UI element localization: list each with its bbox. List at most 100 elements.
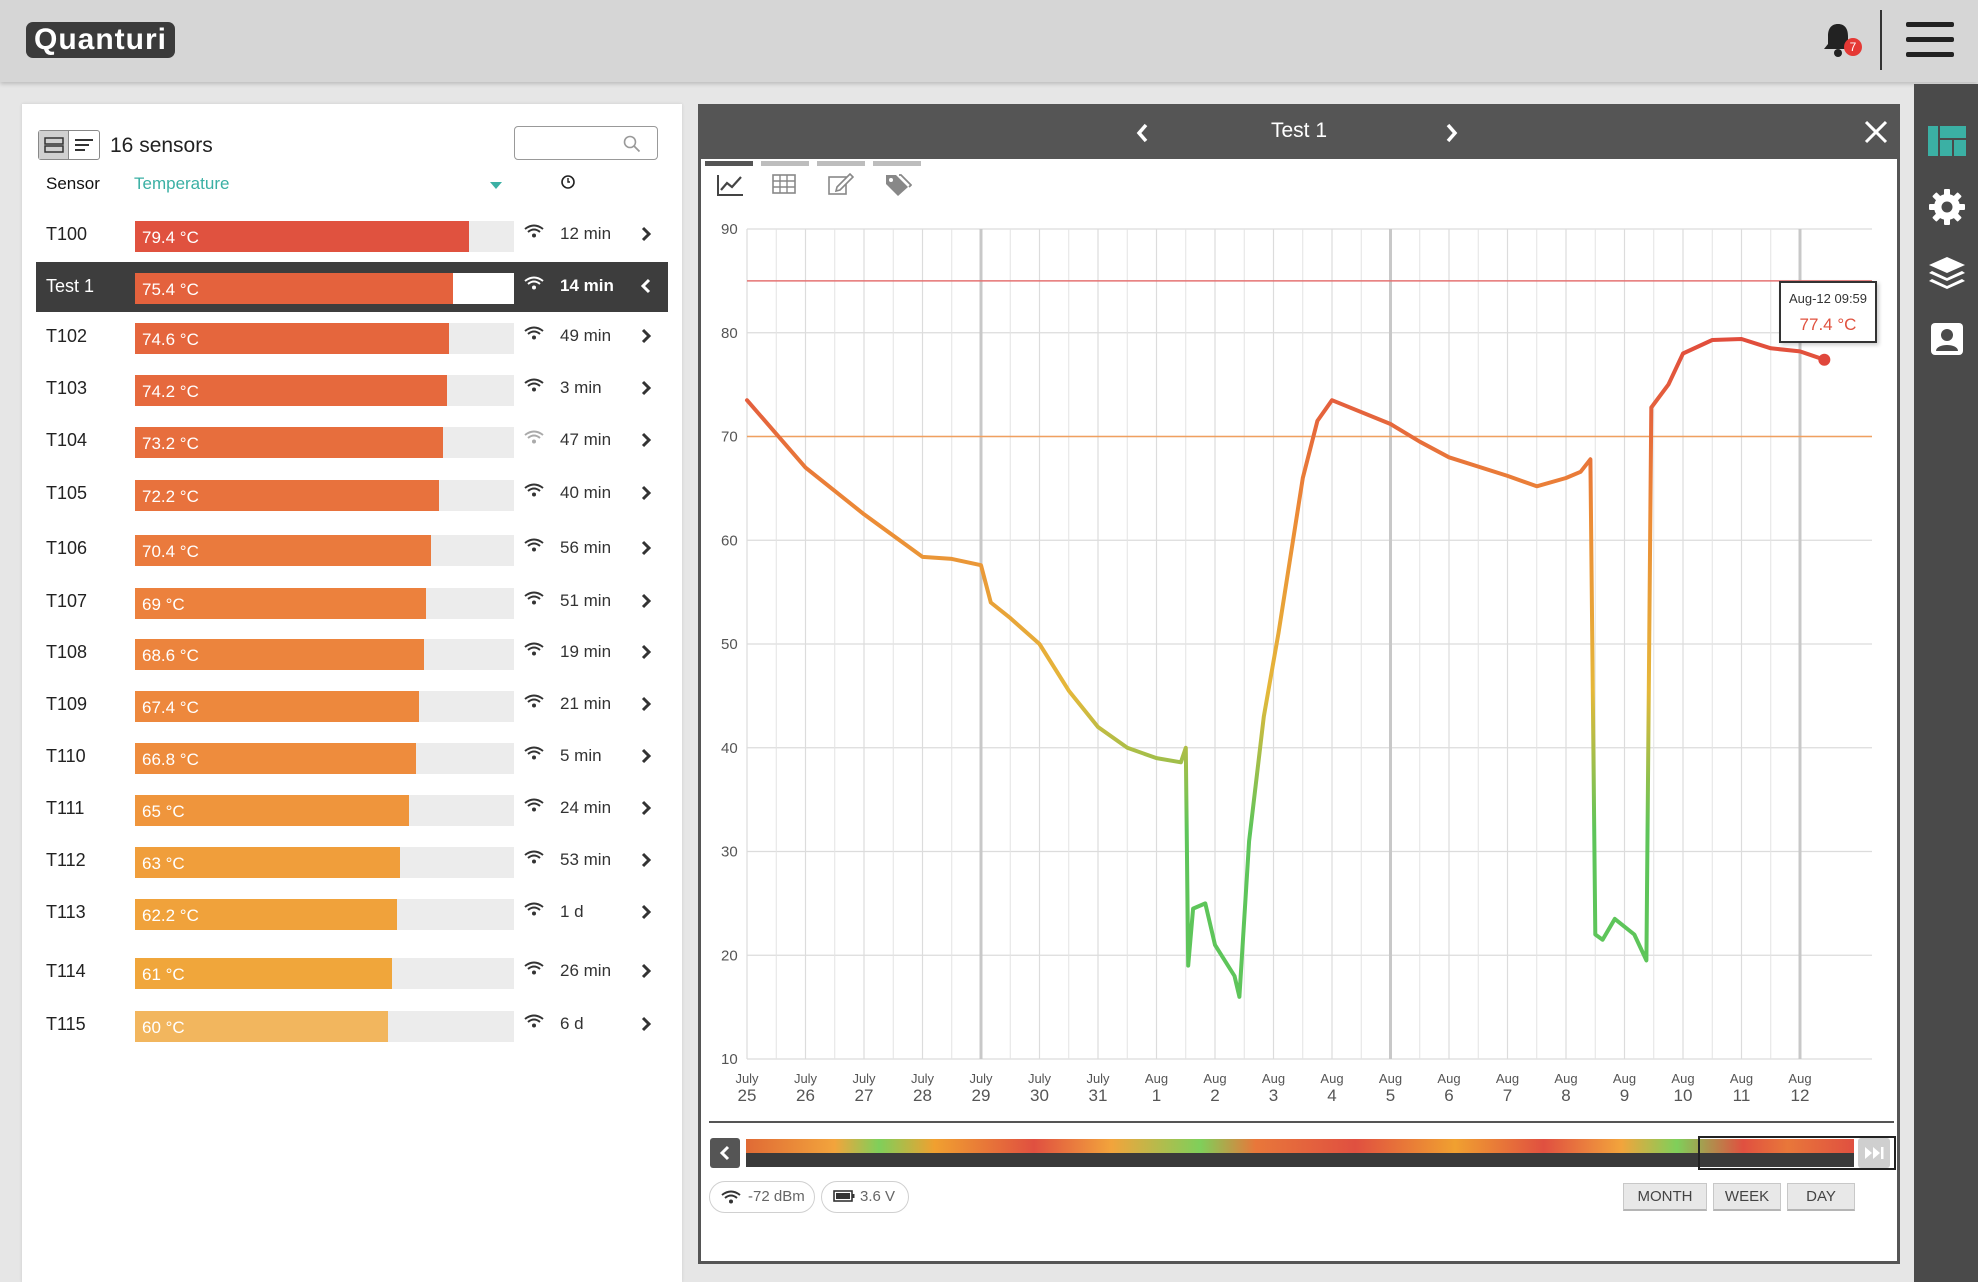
x-tick-day: 9 xyxy=(1620,1086,1629,1105)
temperature-bar-fill xyxy=(135,323,450,354)
x-tick-day: 6 xyxy=(1444,1086,1453,1105)
wifi-icon xyxy=(524,798,544,812)
measure-dropdown[interactable]: Temperature xyxy=(134,174,230,193)
wifi-icon xyxy=(524,746,544,760)
clock-icon[interactable] xyxy=(560,174,576,190)
wifi-icon xyxy=(524,430,544,444)
wifi-icon xyxy=(524,902,544,916)
timeline-track: May June July Aug xyxy=(746,1153,1854,1180)
temperature-value: 74.6 °C xyxy=(142,330,199,349)
timeline-back-button[interactable] xyxy=(710,1138,740,1168)
chevron-right-icon[interactable] xyxy=(640,747,652,765)
chevron-right-icon[interactable] xyxy=(640,484,652,502)
x-tick-day: 7 xyxy=(1503,1086,1512,1105)
sensor-row[interactable]: T110 66.8 °C 5 min xyxy=(36,732,668,782)
dashboard-icon[interactable] xyxy=(1928,122,1966,160)
chevron-right-icon[interactable] xyxy=(640,962,652,980)
sensor-name: T102 xyxy=(46,326,88,346)
main-menu-icon[interactable] xyxy=(1906,20,1954,60)
sensor-row[interactable]: T103 74.2 °C 3 min xyxy=(36,364,668,414)
temperature-value: 75.4 °C xyxy=(142,280,199,299)
tab-graph[interactable] xyxy=(705,159,753,205)
x-tick-month: July xyxy=(852,1071,876,1086)
range-month-button[interactable]: MONTH xyxy=(1623,1183,1707,1211)
sensor-row[interactable]: T106 70.4 °C 56 min xyxy=(36,524,668,574)
contact-card-icon[interactable] xyxy=(1928,320,1966,358)
previous-sensor-icon[interactable] xyxy=(1135,122,1149,144)
last-reading-time: 1 d xyxy=(560,902,584,921)
tab-tags[interactable] xyxy=(873,159,921,205)
sensor-name: T107 xyxy=(46,591,88,611)
chevron-right-icon[interactable] xyxy=(640,851,652,869)
x-tick-day: 5 xyxy=(1386,1086,1395,1105)
sensor-search-input[interactable] xyxy=(514,126,658,160)
timeline-overview[interactable]: May June July Aug xyxy=(746,1136,1896,1180)
sensor-row[interactable]: T100 79.4 °C 12 min xyxy=(36,210,668,260)
card-view-icon[interactable] xyxy=(39,131,70,159)
timeline-month: June xyxy=(1014,1168,1044,1180)
last-reading-time: 14 min xyxy=(560,276,614,295)
sensor-row[interactable]: T107 69 °C 51 min xyxy=(36,577,668,627)
temperature-value: 60 °C xyxy=(142,1018,185,1037)
x-tick-day: 8 xyxy=(1561,1086,1570,1105)
range-day-button[interactable]: DAY xyxy=(1787,1183,1855,1211)
x-tick-month: Aug xyxy=(1671,1071,1694,1086)
detail-title: Test 1 xyxy=(1270,119,1328,142)
x-tick-month: Aug xyxy=(1730,1071,1753,1086)
tab-notes[interactable] xyxy=(817,159,865,205)
sensor-row[interactable]: T113 62.2 °C 1 d xyxy=(36,888,668,938)
chevron-right-icon[interactable] xyxy=(640,539,652,557)
next-sensor-icon[interactable] xyxy=(1445,122,1459,144)
chevron-right-icon[interactable] xyxy=(640,379,652,397)
sensor-row[interactable]: T109 67.4 °C 21 min xyxy=(36,680,668,730)
sensor-row[interactable]: T112 63 °C 53 min xyxy=(36,836,668,886)
wifi-icon xyxy=(524,378,544,392)
wifi-icon xyxy=(524,591,544,605)
chevron-right-icon[interactable] xyxy=(640,643,652,661)
chevron-right-icon[interactable] xyxy=(640,592,652,610)
chevron-right-icon[interactable] xyxy=(640,695,652,713)
x-tick-day: 4 xyxy=(1327,1086,1336,1105)
range-week-button[interactable]: WEEK xyxy=(1713,1183,1781,1211)
chevron-right-icon[interactable] xyxy=(640,431,652,449)
wifi-icon xyxy=(524,483,544,497)
temperature-bar: 60 °C xyxy=(135,1011,514,1042)
skip-to-end-icon xyxy=(1865,1147,1884,1159)
layers-icon[interactable] xyxy=(1928,254,1966,292)
temperature-bar-fill xyxy=(135,375,448,406)
sensor-row[interactable]: T115 60 °C 6 d xyxy=(36,1000,668,1050)
tooltip-value: 77.4 °C xyxy=(1799,315,1857,334)
y-tick-label: 90 xyxy=(721,221,738,238)
chart-axes: 102030405060708090July25July26July27July… xyxy=(721,221,1812,1105)
quanturi-logo[interactable]: Quanturi xyxy=(26,22,175,58)
x-tick-month: Aug xyxy=(1437,1071,1460,1086)
sensor-name: T112 xyxy=(46,850,86,870)
latest-reading-point[interactable] xyxy=(1818,353,1831,366)
tab-table[interactable] xyxy=(761,159,809,205)
chevron-right-icon[interactable] xyxy=(640,225,652,243)
chevron-right-icon[interactable] xyxy=(640,799,652,817)
sensor-row[interactable]: T104 73.2 °C 47 min xyxy=(36,416,668,466)
timeline-selection-window[interactable] xyxy=(1698,1136,1896,1170)
x-tick-month: Aug xyxy=(1320,1071,1343,1086)
column-header-sensor[interactable]: Sensor xyxy=(46,174,100,193)
timeline-end-button[interactable] xyxy=(1858,1138,1890,1168)
measure-dropdown-caret-icon[interactable] xyxy=(490,182,502,189)
chevron-right-icon[interactable] xyxy=(640,1015,652,1033)
chevron-right-icon[interactable] xyxy=(640,903,652,921)
sensor-row[interactable]: T114 61 °C 26 min xyxy=(36,947,668,997)
sensor-row[interactable]: T102 74.6 °C 49 min xyxy=(36,312,668,362)
sensor-row[interactable]: Test 1 75.4 °C 14 min xyxy=(36,262,668,312)
sensor-row[interactable]: T108 68.6 °C 19 min xyxy=(36,628,668,678)
temperature-bar-fill xyxy=(135,1011,388,1042)
sensor-row[interactable]: T111 65 °C 24 min xyxy=(36,784,668,834)
close-icon[interactable] xyxy=(1863,119,1889,145)
chevron-right-icon[interactable] xyxy=(640,327,652,345)
temperature-bar-fill xyxy=(135,847,401,878)
right-sidebar xyxy=(1914,84,1978,1282)
sensor-row[interactable]: T105 72.2 °C 40 min xyxy=(36,469,668,519)
temperature-chart[interactable]: 102030405060708090July25July26July27July… xyxy=(701,107,1897,1117)
settings-gear-icon[interactable] xyxy=(1928,188,1966,226)
chevron-left-icon[interactable] xyxy=(640,277,652,295)
list-view-icon[interactable] xyxy=(69,131,99,159)
